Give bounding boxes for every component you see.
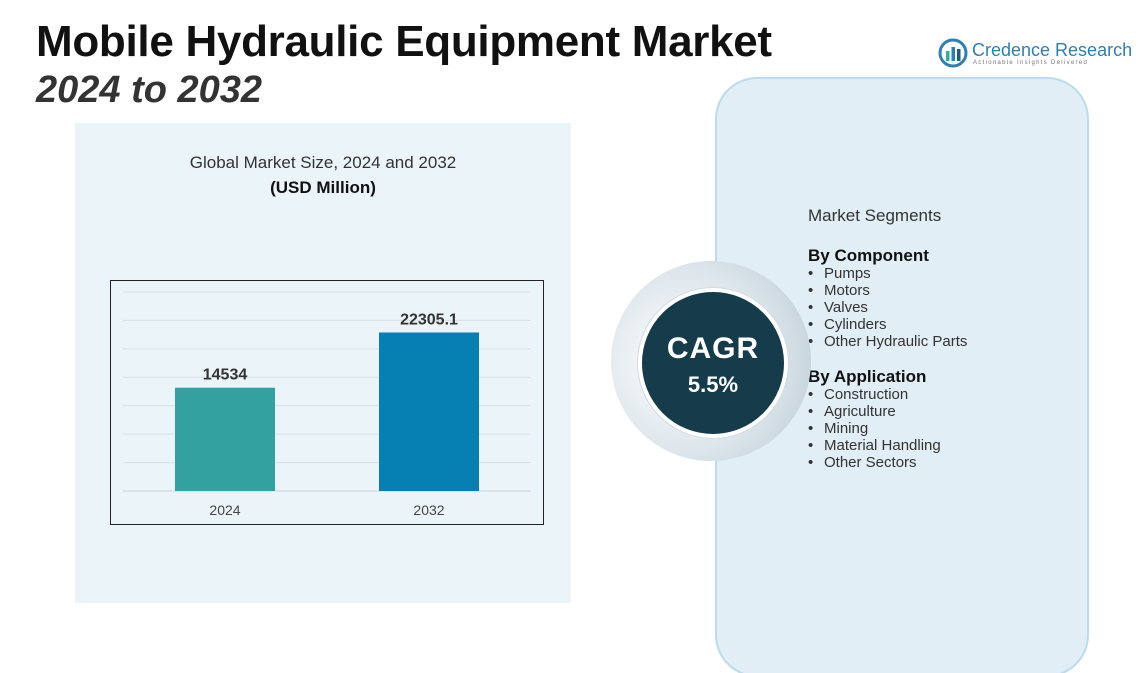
logo-tagline: Actionable Insights Delivered [973,60,1089,66]
cagr-value: 5.5% [687,372,739,397]
list-item: Construction [808,386,941,403]
data-label: 22305.1 [400,311,458,328]
bar-chart: 14534 2024 22305.1 2032 [123,291,531,518]
plot-area: 14534 2024 22305.1 2032 [110,280,544,525]
group-title-component: By Component [808,246,929,265]
logo-name: Credence Research [972,40,1133,60]
list-item: Pumps [808,265,967,282]
x-tick-label: 2024 [209,502,240,518]
cagr-label: CAGR [666,332,760,365]
application-list: Construction Agriculture Mining Material… [808,386,941,471]
data-label: 14534 [203,367,248,384]
segments-heading: Market Segments [808,206,942,225]
list-item: Material Handling [808,437,941,454]
chart-title: Global Market Size, 2024 and 2032 [189,153,457,172]
list-item: Cylinders [808,316,967,333]
report-subtitle: 2024 to 2032 [36,69,263,111]
component-list: Pumps Motors Valves Cylinders Other Hydr… [808,265,967,350]
list-item: Mining [808,420,941,437]
list-item: Other Sectors [808,454,941,471]
chart-unit: (USD Million) [270,178,376,197]
x-tick-label: 2032 [413,502,444,518]
cagr-badge: CAGR 5.5% [638,288,788,438]
report-title: Mobile Hydraulic Equipment Market [36,17,772,66]
bar [175,387,275,491]
list-item: Motors [808,282,967,299]
list-item: Other Hydraulic Parts [808,333,967,350]
group-title-application: By Application [808,367,927,386]
credence-logo-icon [938,38,968,68]
bar [379,332,479,491]
brand-logo: Credence Research Actionable Insights De… [938,38,1133,72]
list-item: Valves [808,299,967,316]
list-item: Agriculture [808,403,941,420]
